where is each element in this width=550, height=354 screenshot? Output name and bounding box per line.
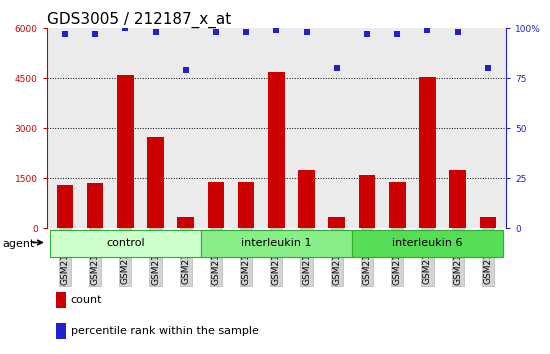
Point	[302, 29, 311, 35]
Text: count: count	[70, 295, 102, 305]
Point	[242, 29, 251, 35]
Text: GDS3005 / 212187_x_at: GDS3005 / 212187_x_at	[47, 12, 231, 28]
Bar	[201, 230, 352, 257]
Point	[362, 32, 371, 37]
Point	[91, 32, 100, 37]
Point	[483, 65, 492, 71]
Point	[121, 25, 130, 31]
Text: interleukin 1: interleukin 1	[241, 238, 312, 249]
Bar	[56, 323, 66, 339]
Bar	[117, 75, 134, 228]
Point	[423, 28, 432, 33]
Point	[332, 65, 341, 71]
Bar	[480, 217, 496, 228]
Point	[272, 28, 280, 33]
Bar	[298, 170, 315, 228]
Bar	[419, 77, 436, 228]
Bar	[208, 182, 224, 228]
Point	[151, 29, 160, 35]
Bar	[57, 185, 73, 228]
Bar	[268, 72, 285, 228]
Bar	[50, 230, 201, 257]
Text: agent: agent	[3, 239, 35, 249]
Bar	[359, 175, 375, 228]
Bar	[389, 182, 405, 228]
Bar	[56, 292, 66, 308]
Text: interleukin 6: interleukin 6	[392, 238, 463, 249]
Bar	[328, 217, 345, 228]
Bar	[147, 137, 164, 228]
Point	[212, 29, 221, 35]
Point	[182, 68, 190, 73]
Bar	[352, 230, 503, 257]
Bar	[238, 182, 255, 228]
Point	[453, 29, 462, 35]
Text: percentile rank within the sample: percentile rank within the sample	[70, 326, 258, 336]
Point	[60, 32, 69, 37]
Bar	[87, 183, 103, 228]
Text: control: control	[106, 238, 145, 249]
Bar	[449, 170, 466, 228]
Bar	[178, 217, 194, 228]
Point	[393, 32, 402, 37]
